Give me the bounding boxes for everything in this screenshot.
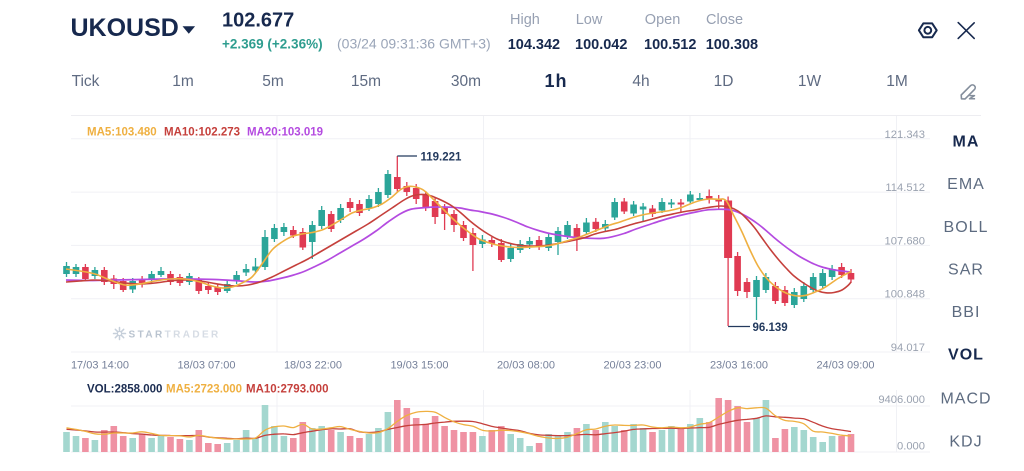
svg-text:1m: 1m [172,73,194,90]
svg-text:VOL: VOL [948,346,984,363]
svg-text:High: High [510,12,540,28]
svg-text:19/03 15:00: 19/03 15:00 [390,360,448,372]
svg-text:100.042: 100.042 [575,37,627,53]
svg-text:UKOUSD: UKOUSD [71,14,179,42]
svg-text:MA5:2723.000: MA5:2723.000 [166,384,242,396]
svg-text:94.017: 94.017 [891,342,925,354]
svg-text:(03/24 09:31:36 GMT+3): (03/24 09:31:36 GMT+3) [337,36,491,52]
svg-text:MA5:103.480: MA5:103.480 [87,127,157,139]
svg-text:121.343: 121.343 [885,129,925,141]
svg-text:4h: 4h [632,73,649,90]
svg-text:100.308: 100.308 [706,37,758,53]
svg-text:VOL:2858.000: VOL:2858.000 [87,384,162,396]
svg-text:1h: 1h [544,71,567,91]
svg-text:18/03 22:00: 18/03 22:00 [284,360,342,372]
svg-text:KDJ: KDJ [949,434,982,451]
svg-text:EMA: EMA [947,176,985,193]
svg-text:114.512: 114.512 [885,182,925,194]
svg-text:BBI: BBI [952,304,981,321]
svg-text:18/03 07:00: 18/03 07:00 [177,360,235,372]
svg-text:Low: Low [576,12,603,28]
svg-text:5m: 5m [262,73,284,90]
svg-text:1D: 1D [714,73,734,90]
svg-text:MA20:103.019: MA20:103.019 [247,127,323,139]
svg-text:SAR: SAR [948,261,984,278]
svg-text:MA10:102.273: MA10:102.273 [164,127,240,139]
svg-text:96.139: 96.139 [753,322,788,334]
svg-text:30m: 30m [451,73,481,90]
svg-text:Close: Close [706,12,743,28]
svg-text:BOLL: BOLL [944,219,989,236]
svg-text:+2.369 (+2.36%): +2.369 (+2.36%) [222,37,323,52]
svg-text:9406.000: 9406.000 [878,394,925,406]
svg-text:20/03 08:00: 20/03 08:00 [497,360,555,372]
svg-text:Open: Open [645,12,680,28]
svg-text:100.512: 100.512 [644,37,696,53]
svg-text:104.342: 104.342 [508,37,560,53]
svg-text:0.000: 0.000 [897,441,925,453]
svg-text:24/03 09:00: 24/03 09:00 [816,360,874,372]
svg-text:17/03 14:00: 17/03 14:00 [71,360,129,372]
svg-text:119.221: 119.221 [421,152,463,164]
svg-text:STARTRADER: STARTRADER [129,330,221,341]
svg-text:MA: MA [953,133,980,150]
svg-text:23/03 16:00: 23/03 16:00 [710,360,768,372]
svg-text:20/03 23:00: 20/03 23:00 [603,360,661,372]
svg-text:MACD: MACD [940,390,991,407]
svg-text:MA10:2793.000: MA10:2793.000 [246,384,328,396]
svg-text:15m: 15m [351,73,381,90]
svg-text:1W: 1W [798,73,822,90]
svg-text:1M: 1M [886,73,908,90]
svg-text:107.680: 107.680 [885,235,925,247]
svg-text:102.677: 102.677 [222,10,294,32]
svg-text:Tick: Tick [72,73,100,90]
svg-text:100.848: 100.848 [885,289,925,301]
